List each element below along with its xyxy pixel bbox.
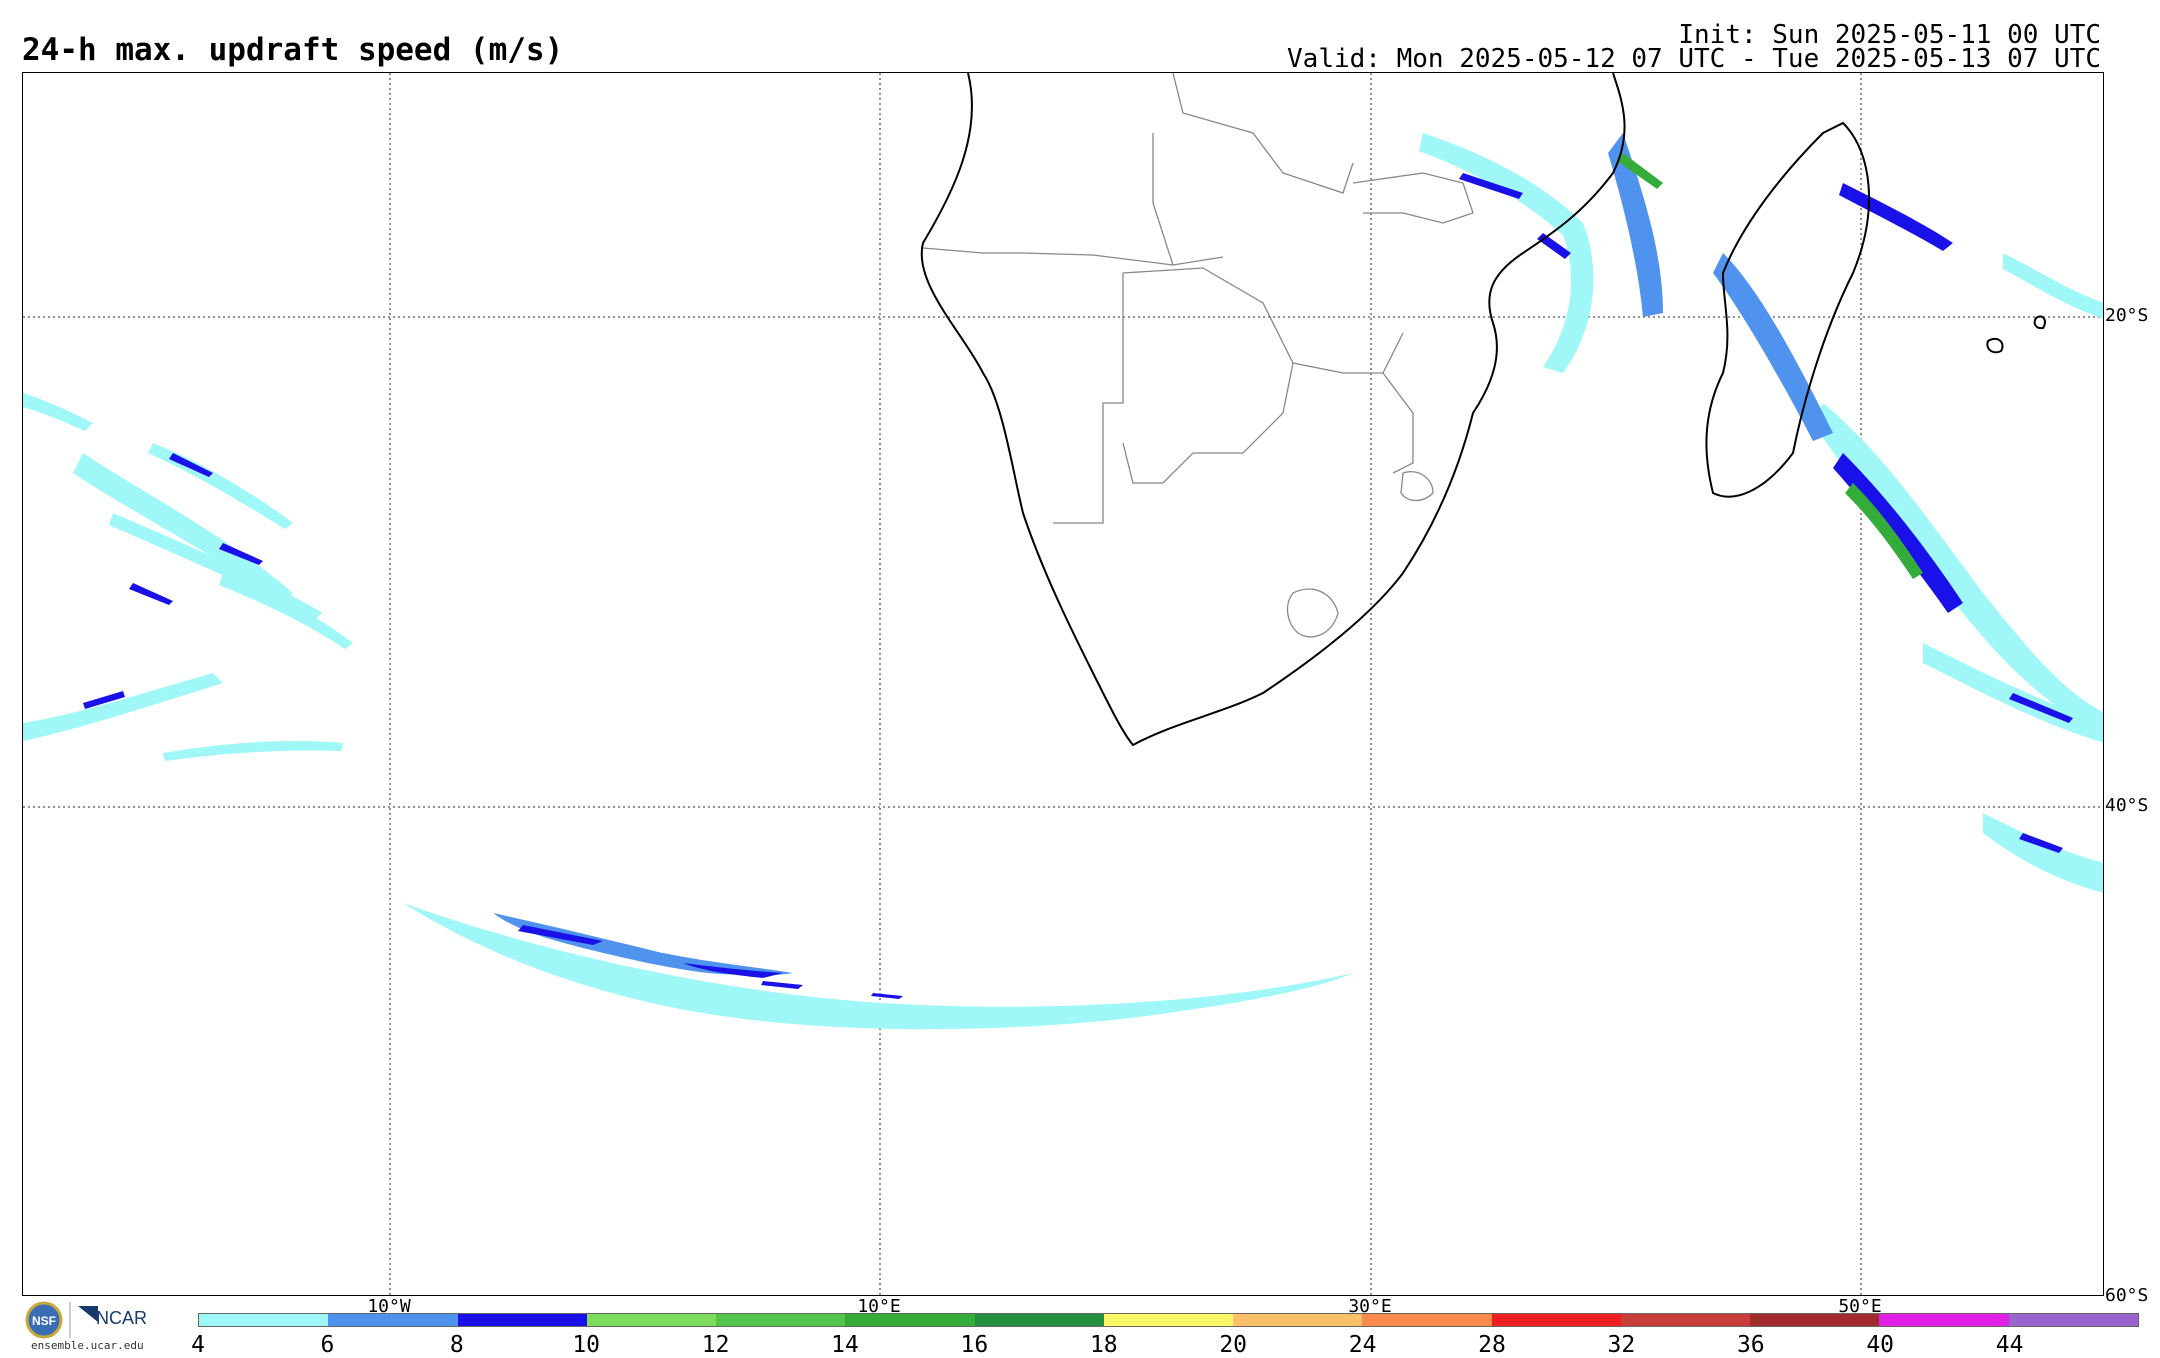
ncar-logo-text: NCAR xyxy=(96,1308,148,1328)
updraft-streaks-west xyxy=(23,393,353,761)
colorbar-segment xyxy=(1620,1314,1751,1326)
nsf-ncar-logo: NSF xyxy=(25,1301,98,1339)
map-canvas xyxy=(23,73,2103,1295)
graticule xyxy=(23,73,2103,1295)
lon-label-50e: 50°E xyxy=(1838,1296,1882,1317)
init-time: Init: Sun 2025-05-11 00 UTC xyxy=(1678,20,2101,50)
colorbar-segment xyxy=(586,1314,717,1326)
colorbar-segment xyxy=(328,1314,458,1326)
lon-label-30e: 30°E xyxy=(1348,1296,1392,1317)
colorbar-tick-label: 40 xyxy=(1866,1332,1895,1358)
updraft-band-south xyxy=(403,903,1353,1030)
colorbar-tick-label: 6 xyxy=(320,1332,335,1358)
colorbar-segment xyxy=(974,1314,1104,1326)
colorbar-tick-label: 24 xyxy=(1348,1332,1377,1358)
colorbar-tick-label: 44 xyxy=(1995,1332,2024,1358)
colorbar-tick-label: 8 xyxy=(449,1332,464,1358)
colorbar-segment xyxy=(199,1314,329,1326)
colorbar-segment xyxy=(1103,1314,1234,1326)
colorbar-tick-label: 20 xyxy=(1219,1332,1248,1358)
colorbar-tick-label: 36 xyxy=(1736,1332,1765,1358)
reunion-coast xyxy=(1986,337,2004,354)
lon-label-10w: 10°W xyxy=(367,1296,411,1317)
africa-coast xyxy=(920,73,1626,747)
colorbar-segment xyxy=(845,1314,975,1326)
lat-label-60s: 60°S xyxy=(2105,1285,2149,1306)
colorbar xyxy=(198,1313,2139,1327)
nsf-seal-text: NSF xyxy=(32,1314,56,1328)
colorbar-segment xyxy=(457,1314,587,1326)
lat-label-40s: 40°S xyxy=(2105,795,2149,816)
coastlines xyxy=(920,73,2046,747)
colorbar-tick-label: 4 xyxy=(191,1332,205,1358)
map-title: 24-h max. updraft speed (m/s) xyxy=(22,32,564,68)
updraft-streaks-west-core xyxy=(83,453,263,709)
updraft-madagascar xyxy=(1419,133,2103,733)
colorbar-tick-label: 10 xyxy=(572,1332,601,1358)
colorbar-tick-label: 12 xyxy=(701,1332,730,1358)
valid-time: Valid: Mon 2025-05-12 07 UTC - Tue 2025-… xyxy=(1287,44,2101,74)
colorbar-segment xyxy=(716,1314,846,1326)
colorbar-segment xyxy=(1362,1314,1492,1326)
colorbar-tick-label: 16 xyxy=(960,1332,989,1358)
colorbar-tick-label: 18 xyxy=(1089,1332,1118,1358)
lon-label-10e: 10°E xyxy=(857,1296,901,1317)
lat-label-20s: 20°S xyxy=(2105,305,2149,326)
colorbar-segment xyxy=(1750,1314,1880,1326)
madagascar-coast xyxy=(1705,121,1870,498)
colorbar-tick-label: 28 xyxy=(1478,1332,1506,1358)
colorbar-segment xyxy=(1233,1314,1363,1326)
mauritius-coast xyxy=(2033,315,2046,330)
country-borders xyxy=(922,73,1474,638)
colorbar-segment xyxy=(1879,1314,2009,1326)
site-url: ensemble.ucar.edu xyxy=(31,1339,144,1352)
colorbar-segment xyxy=(2008,1314,2138,1326)
colorbar-tick-label: 14 xyxy=(831,1332,859,1358)
colorbar-tick-label: 32 xyxy=(1607,1332,1636,1358)
colorbar-segment xyxy=(1491,1314,1621,1326)
map-panel[interactable] xyxy=(22,72,2104,1296)
